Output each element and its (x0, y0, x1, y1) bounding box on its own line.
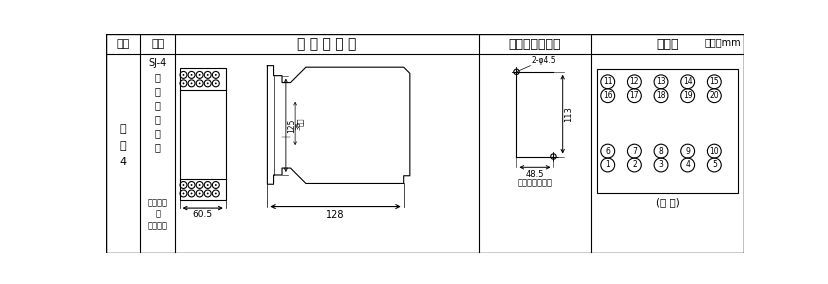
Text: 结构: 结构 (151, 39, 164, 49)
Text: 8: 8 (658, 147, 662, 156)
Text: 14: 14 (682, 77, 691, 86)
Text: 卡槽: 卡槽 (296, 117, 303, 126)
Circle shape (190, 82, 192, 84)
Text: 10: 10 (709, 147, 718, 156)
Text: 卡轨安装
或
螺钉安装: 卡轨安装 或 螺钉安装 (147, 198, 167, 231)
Text: 20: 20 (709, 91, 718, 100)
Text: 外 形 尺 寸 图: 外 形 尺 寸 图 (297, 37, 356, 51)
Text: 13: 13 (656, 77, 665, 86)
Text: 6: 6 (604, 147, 609, 156)
Text: 128: 128 (326, 210, 344, 220)
Text: 11: 11 (602, 77, 612, 86)
Circle shape (206, 82, 209, 84)
Text: 17: 17 (628, 91, 638, 100)
Text: 3: 3 (657, 160, 662, 170)
Text: 18: 18 (656, 91, 665, 100)
Text: 4: 4 (685, 160, 689, 170)
Circle shape (199, 74, 200, 76)
Circle shape (182, 82, 184, 84)
Text: 15: 15 (709, 77, 718, 86)
Circle shape (182, 184, 184, 186)
Circle shape (214, 74, 216, 76)
Text: 12: 12 (629, 77, 638, 86)
Bar (596, 70, 737, 193)
Text: 60.5: 60.5 (192, 210, 213, 220)
Circle shape (214, 184, 216, 186)
Text: 5: 5 (711, 160, 716, 170)
Circle shape (182, 193, 184, 194)
Text: 2: 2 (631, 160, 636, 170)
Circle shape (190, 193, 192, 194)
Text: 单位：mm: 单位：mm (704, 37, 740, 47)
Text: 35: 35 (296, 121, 301, 130)
Text: 螺钉安装开孔图: 螺钉安装开孔图 (517, 178, 551, 187)
Circle shape (206, 74, 209, 76)
Text: 9: 9 (685, 147, 689, 156)
Text: 图号: 图号 (116, 39, 129, 49)
Circle shape (206, 184, 209, 186)
Text: 113: 113 (564, 106, 572, 122)
Text: (正 视): (正 视) (655, 197, 678, 207)
Text: 48.5: 48.5 (525, 170, 543, 179)
Circle shape (199, 184, 200, 186)
Text: 19: 19 (682, 91, 691, 100)
Circle shape (199, 193, 200, 194)
Bar (180, 68, 225, 201)
Circle shape (206, 193, 209, 194)
Text: 2-φ4.5: 2-φ4.5 (531, 56, 555, 65)
Text: 125: 125 (287, 118, 296, 133)
Circle shape (190, 74, 192, 76)
Text: SJ-4
凸
出
式
前
接
线: SJ-4 凸 出 式 前 接 线 (148, 58, 166, 152)
Text: 端子图: 端子图 (656, 37, 678, 51)
Text: 安装开孔尺寸图: 安装开孔尺寸图 (508, 37, 561, 51)
Circle shape (190, 184, 192, 186)
Circle shape (214, 82, 216, 84)
Text: 1: 1 (604, 160, 609, 170)
Text: 16: 16 (602, 91, 612, 100)
Circle shape (182, 74, 184, 76)
Circle shape (199, 82, 200, 84)
Circle shape (214, 193, 216, 194)
Text: 7: 7 (631, 147, 636, 156)
Text: 附
图
4: 附 图 4 (119, 124, 127, 167)
